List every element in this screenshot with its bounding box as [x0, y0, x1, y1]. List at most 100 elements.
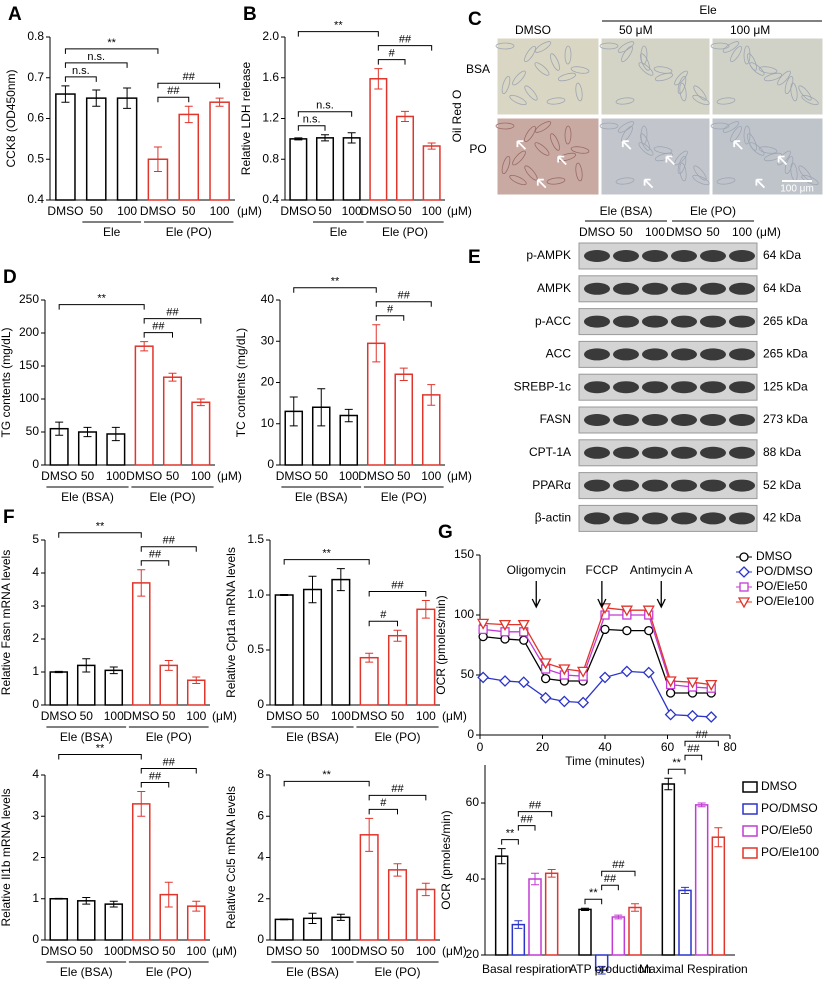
blot-band	[642, 282, 668, 295]
cell-texture	[550, 133, 560, 151]
error-bar	[109, 666, 118, 675]
x-tick-label: 100	[186, 709, 206, 723]
bar	[209, 101, 230, 201]
cell-texture	[777, 70, 791, 86]
y-axis-label: Relative LDH release	[239, 61, 253, 175]
x-tick-label: DMSO	[123, 944, 159, 958]
y-tick-label: 0	[267, 457, 274, 471]
significance-label: **	[589, 887, 598, 899]
error-bar	[344, 408, 353, 423]
cell-texture	[730, 45, 742, 63]
y-tick-label: 0.5	[247, 642, 264, 656]
x-tick-label: 100	[416, 944, 436, 958]
significance-label: ##	[398, 290, 411, 302]
cell-texture	[615, 97, 635, 105]
bar	[315, 137, 335, 201]
bar	[331, 578, 351, 706]
bar	[159, 664, 179, 706]
legend-marker	[738, 566, 750, 578]
significance-label: #	[387, 304, 394, 316]
group-label: Ele (PO)	[146, 965, 192, 979]
significance-label: ##	[163, 535, 176, 547]
data-point	[705, 711, 718, 723]
bar	[104, 669, 124, 706]
significance-label: **	[672, 757, 681, 769]
bar	[678, 889, 692, 956]
data-point	[600, 624, 610, 635]
significance-bracket	[297, 125, 326, 131]
bar	[85, 97, 107, 201]
size-label: 273 kDa	[763, 412, 808, 426]
size-label: 42 kDa	[763, 511, 801, 525]
y-tick-label: 60	[466, 795, 480, 809]
error-bar	[681, 886, 689, 894]
column-label: 50 μM	[619, 23, 653, 37]
cell-texture	[747, 53, 757, 71]
cell-texture	[693, 165, 707, 181]
blot-band	[613, 512, 639, 525]
x-tick-label: 50	[166, 469, 180, 483]
cell-texture	[763, 152, 783, 162]
legend-label: PO/DMSO	[756, 564, 813, 578]
cell-texture	[692, 94, 710, 106]
significance-label: n.s.	[303, 114, 321, 126]
significance-bracket	[501, 839, 519, 845]
legend-label: PO/Ele100	[761, 845, 819, 859]
blot-band	[584, 315, 610, 328]
data-point	[665, 688, 676, 698]
y-tick-label: 20	[466, 947, 480, 961]
x-tick-label: DMSO	[351, 709, 387, 723]
blot-band	[642, 479, 668, 492]
lane-label: 100	[732, 225, 752, 239]
blot-band	[613, 315, 639, 328]
data-point	[558, 695, 571, 708]
cell-texture	[534, 62, 550, 76]
blot-band	[584, 250, 610, 262]
blot-band	[642, 381, 668, 394]
y-tick-label: 2.0	[262, 29, 279, 43]
bar	[494, 855, 509, 956]
error-bar	[393, 629, 402, 642]
lipid-arrow	[665, 155, 676, 166]
significance-label: n.s.	[316, 100, 334, 112]
size-label: 88 kDa	[763, 445, 801, 459]
data-point	[558, 664, 571, 676]
significance-bracket	[584, 898, 603, 905]
y-tick-label: 1.2	[262, 111, 279, 125]
data-point	[622, 625, 632, 636]
bar	[387, 634, 408, 706]
blot-band	[671, 414, 697, 426]
blot-band	[700, 315, 726, 328]
x-tick-label: 50	[306, 709, 320, 723]
error-bar	[365, 652, 374, 663]
cell-texture	[743, 125, 751, 145]
data-point	[539, 691, 552, 704]
y-tick-label: 40	[466, 871, 480, 885]
cell-texture	[557, 72, 577, 82]
error-bar	[280, 593, 289, 597]
legend-swatch	[742, 825, 758, 837]
group-label: Ele (PO)	[374, 730, 420, 744]
error-bar	[597, 965, 606, 975]
data-point	[539, 658, 552, 670]
bar	[416, 888, 436, 941]
blot-band	[584, 348, 610, 361]
blot-band	[729, 381, 755, 394]
y-tick-label: 2	[32, 850, 39, 864]
x-tick-label: Basal respiration	[482, 962, 571, 976]
cell-texture	[534, 121, 552, 133]
legend-swatch	[742, 847, 758, 859]
cell-texture	[564, 125, 572, 145]
x-tick-label: DMSO	[123, 709, 159, 723]
blot-band	[584, 381, 610, 394]
significance-label: **	[96, 521, 105, 533]
significance-bracket	[140, 782, 170, 788]
significance-bracket	[157, 96, 190, 103]
lane-label: 50	[619, 225, 633, 239]
blot-band	[584, 479, 610, 492]
data-point	[686, 677, 699, 689]
significance-label: #	[380, 609, 387, 621]
significance-label: **	[97, 292, 106, 304]
x-tick-label: 100	[339, 469, 359, 483]
protein-label: PPARα	[532, 478, 571, 492]
